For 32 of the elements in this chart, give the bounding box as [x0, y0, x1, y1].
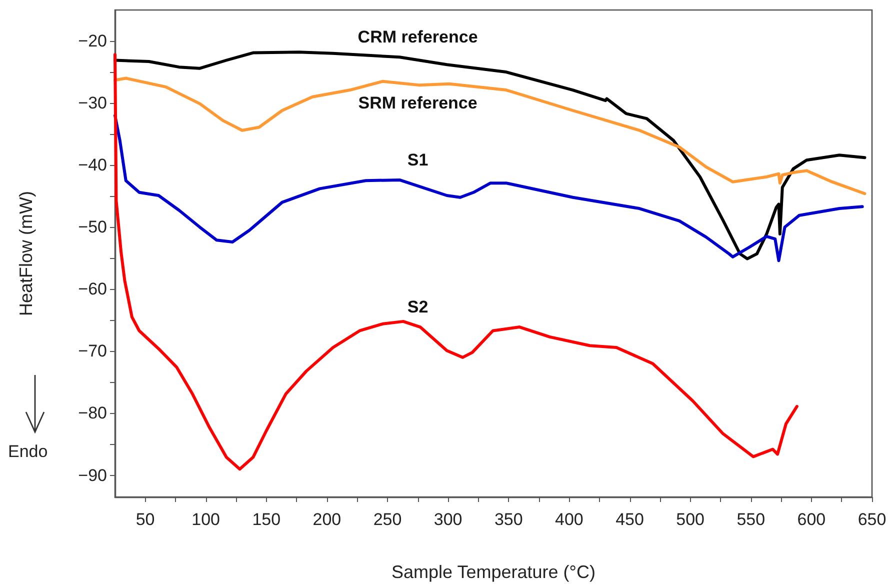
x-tick-label: 450	[616, 510, 644, 529]
series-label: CRM reference	[358, 28, 478, 47]
x-tick-label: 100	[192, 510, 220, 529]
line-series	[114, 50, 866, 260]
y-axis-title: HeatFlow (mW)	[16, 191, 36, 316]
y-tick-label: −20	[78, 32, 107, 51]
line-series	[114, 76, 866, 196]
x-tick-label: 650	[858, 510, 886, 529]
x-tick-label: 50	[136, 510, 155, 529]
x-tick-label: 350	[494, 510, 523, 529]
x-tick-label: 550	[736, 510, 766, 529]
series-label: SRM reference	[358, 94, 478, 113]
line-series	[114, 53, 798, 471]
line-series	[114, 114, 864, 262]
y-tick-label: −80	[78, 404, 107, 423]
x-tick-label: 200	[312, 510, 342, 529]
y-tick-label: −60	[78, 280, 107, 299]
y-tick-label: −50	[78, 218, 107, 237]
x-axis-title: Sample Temperature (°C)	[392, 562, 596, 582]
y-tick-label: −40	[78, 156, 107, 175]
series-label: S2	[407, 298, 428, 317]
text: Endo	[8, 442, 48, 462]
y-tick-label: −30	[78, 94, 107, 113]
x-tick-label: 400	[555, 510, 584, 529]
x-tick-label: 600	[797, 510, 826, 529]
y-tick-label: −90	[78, 466, 107, 485]
series-label: S1	[407, 150, 428, 170]
x-tick-label: 250	[373, 510, 402, 529]
x-tick-label: 500	[676, 510, 705, 529]
x-tick-label: 150	[252, 510, 281, 529]
y-tick-label: −70	[78, 342, 107, 361]
x-tick-label: 300	[434, 510, 462, 529]
